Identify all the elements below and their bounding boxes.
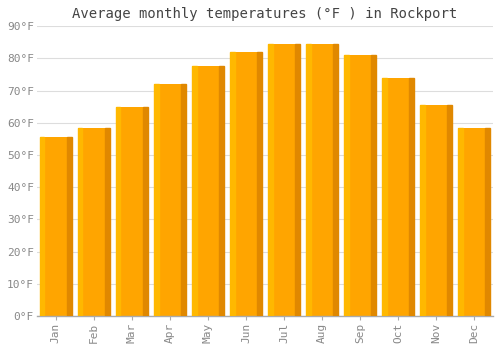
Bar (40, 137, 72, 316)
Bar (420, 105, 452, 316)
Bar (458, 128, 462, 316)
Bar (410, 78, 414, 316)
Bar (192, 66, 224, 316)
Bar (219, 66, 224, 316)
Title: Average monthly temperatures (°F ) in Rockport: Average monthly temperatures (°F ) in Ro… (72, 7, 458, 21)
Bar (295, 44, 300, 316)
Bar (116, 107, 120, 316)
Bar (105, 128, 110, 316)
Bar (143, 107, 148, 316)
Bar (230, 52, 234, 316)
Bar (154, 84, 158, 316)
Bar (230, 52, 262, 316)
Bar (420, 105, 424, 316)
Bar (333, 44, 338, 316)
Bar (382, 78, 386, 316)
Bar (268, 44, 272, 316)
Bar (382, 78, 414, 316)
Bar (268, 44, 300, 316)
Bar (78, 128, 110, 316)
Bar (372, 55, 376, 316)
Bar (257, 52, 262, 316)
Bar (154, 84, 186, 316)
Bar (486, 128, 490, 316)
Bar (67, 137, 72, 316)
Bar (306, 44, 310, 316)
Bar (40, 137, 44, 316)
Bar (344, 55, 376, 316)
Bar (344, 55, 348, 316)
Bar (192, 66, 196, 316)
Bar (448, 105, 452, 316)
Bar (306, 44, 338, 316)
Bar (181, 84, 186, 316)
Bar (116, 107, 148, 316)
Bar (78, 128, 82, 316)
Bar (458, 128, 490, 316)
